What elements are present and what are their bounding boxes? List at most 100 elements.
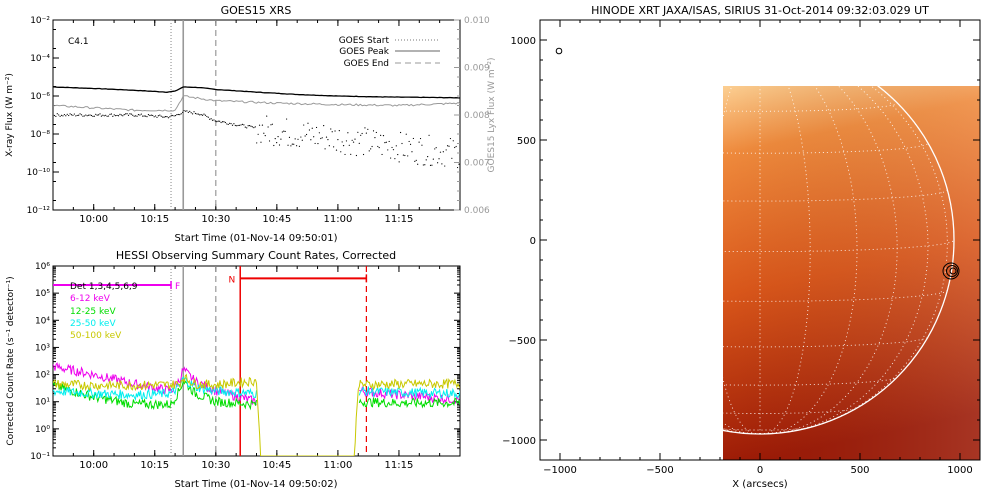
hessi-xtick-label: 10:00 — [79, 460, 108, 471]
goes-short-channel-point — [127, 114, 130, 116]
goes-ylabel: X-ray Flux (W m⁻²) — [5, 73, 15, 157]
goes-ytick-label: 10⁻² — [30, 16, 50, 26]
goes-short-channel-point — [434, 148, 436, 150]
goes-short-channel-point — [409, 143, 412, 145]
goes-short-channel-point — [439, 151, 442, 153]
grid-latitude — [710, 53, 810, 56]
goes-short-channel-point — [307, 122, 309, 124]
xrt-contours — [555, 47, 960, 280]
hessi-line-12-25-kev — [358, 397, 460, 409]
goes-short-channel-point — [431, 164, 433, 166]
goes-short-channel-point — [438, 158, 440, 160]
goes-short-channel-point — [187, 111, 189, 113]
hessi-y-axis: 10⁻¹ 10⁰ 10¹ 10² 10³ 10⁴ 10⁵ 10⁶ — [30, 262, 460, 462]
goes-short-channel-point — [209, 118, 211, 120]
goes-lyman-alpha-line — [53, 95, 460, 112]
hessi-xtick-label: 11:00 — [323, 460, 352, 471]
xrt-ytick-label: 0 — [530, 236, 536, 247]
goes-short-channel-point — [223, 121, 225, 123]
goes-short-channel-point — [399, 131, 402, 134]
goes-short-channel-point — [425, 159, 427, 161]
goes-short-channel-point — [163, 116, 165, 118]
goes-short-channel-point — [59, 115, 61, 117]
goes-short-channel-point — [78, 114, 80, 116]
hessi-ytick-label: 10⁴ — [35, 316, 50, 326]
goes-short-channel-point — [320, 137, 322, 140]
hessi-flags: FN — [53, 274, 368, 292]
goes-short-channel-point — [408, 140, 410, 143]
goes-short-channel-point — [284, 130, 286, 133]
solar-limb — [723, 86, 955, 435]
goes-short-channel-point — [102, 114, 104, 116]
goes-short-channel-point — [331, 131, 333, 133]
goes-short-channel-point — [270, 124, 272, 126]
goes-legend-start: GOES Start — [339, 36, 390, 46]
goes-short-channel-point — [365, 132, 367, 134]
goes-short-channel-point — [298, 145, 301, 147]
goes-short-channel-point — [247, 125, 249, 127]
goes-short-channel-point — [72, 114, 74, 116]
goes-short-channel-point — [62, 115, 64, 117]
goes-short-channel-point — [253, 126, 255, 129]
goes-short-channel-point — [193, 111, 195, 113]
goes-short-channel-point — [313, 136, 315, 138]
goes-xtick-label: 10:45 — [262, 214, 291, 225]
goes-short-channel-point — [261, 124, 264, 126]
goes-short-channel-point — [248, 124, 251, 127]
goes-short-channel-point — [446, 145, 449, 147]
goes-short-channel-point — [219, 120, 221, 122]
goes-title: GOES15 XRS — [221, 4, 292, 17]
goes-short-channel-point — [404, 154, 406, 157]
goes-short-channel-point — [372, 130, 375, 132]
grid-latitude — [723, 102, 898, 112]
contour-small-marker — [555, 47, 563, 55]
goes-ytick-right-label: 0.008 — [464, 111, 490, 121]
xrt-ytick-label: 1000 — [511, 36, 536, 47]
goes-short-channel-point — [142, 115, 144, 117]
goes-short-channel-point — [224, 121, 226, 124]
goes-short-channel-point — [428, 134, 430, 136]
goes-short-channel-point — [315, 126, 318, 129]
xrt-y-axis: −1000 −500 0 500 1000 — [502, 19, 980, 461]
goes-long-channel-line — [53, 86, 460, 99]
goes-short-channel-point — [75, 115, 77, 117]
goes-short-channel-point — [335, 149, 338, 151]
goes-short-channel-point — [414, 160, 416, 162]
goes-short-channel-point — [388, 140, 390, 143]
goes-short-channel-point — [63, 113, 65, 116]
goes-short-channel-point — [448, 145, 450, 147]
goes-short-channel-point — [227, 123, 229, 126]
goes-short-channel-point — [139, 114, 141, 116]
goes-short-channel-point — [99, 113, 101, 115]
goes-short-channel-point — [150, 114, 152, 116]
goes-short-channel-point — [435, 147, 437, 149]
goes-short-channel-point — [169, 116, 171, 118]
goes-short-channel-point — [276, 142, 278, 144]
goes-short-channel-point — [328, 145, 330, 147]
goes-short-channel-point — [66, 113, 68, 115]
goes-short-channel-point — [442, 151, 444, 153]
goes-short-channel-point — [100, 115, 103, 117]
goes-short-channel-point — [122, 115, 124, 117]
goes-short-channel-point — [340, 151, 342, 153]
goes-short-channel-point — [240, 124, 242, 126]
goes-short-channel-point — [421, 144, 423, 146]
goes-short-channel-point — [263, 132, 265, 134]
goes-short-channel-point — [107, 115, 110, 117]
goes-short-channel-point — [109, 113, 111, 115]
goes-short-channel-point — [303, 124, 305, 126]
goes-short-channel-point — [182, 111, 184, 113]
goes-xrs-panel: GOES15 XRS 10⁻¹² 10⁻¹⁰ 10⁻⁸ 10⁻⁶ 10⁻⁴ 10⁻² 0.… — [5, 4, 497, 244]
goes-ytick-label: 10⁻⁴ — [30, 54, 50, 64]
goes-short-channel-point — [176, 114, 178, 116]
goes-short-channel-point — [103, 115, 105, 117]
goes-short-channel-point — [126, 113, 128, 115]
goes-short-channel-point — [441, 163, 443, 165]
goes-short-channel-point — [451, 157, 453, 159]
hessi-flag-label: N — [228, 275, 235, 285]
goes-short-channel-point — [317, 142, 319, 145]
goes-short-channel-point — [257, 133, 259, 135]
goes-short-channel-point — [200, 114, 202, 116]
goes-short-channel-point — [357, 131, 359, 133]
goes-short-channel-point — [273, 144, 275, 147]
